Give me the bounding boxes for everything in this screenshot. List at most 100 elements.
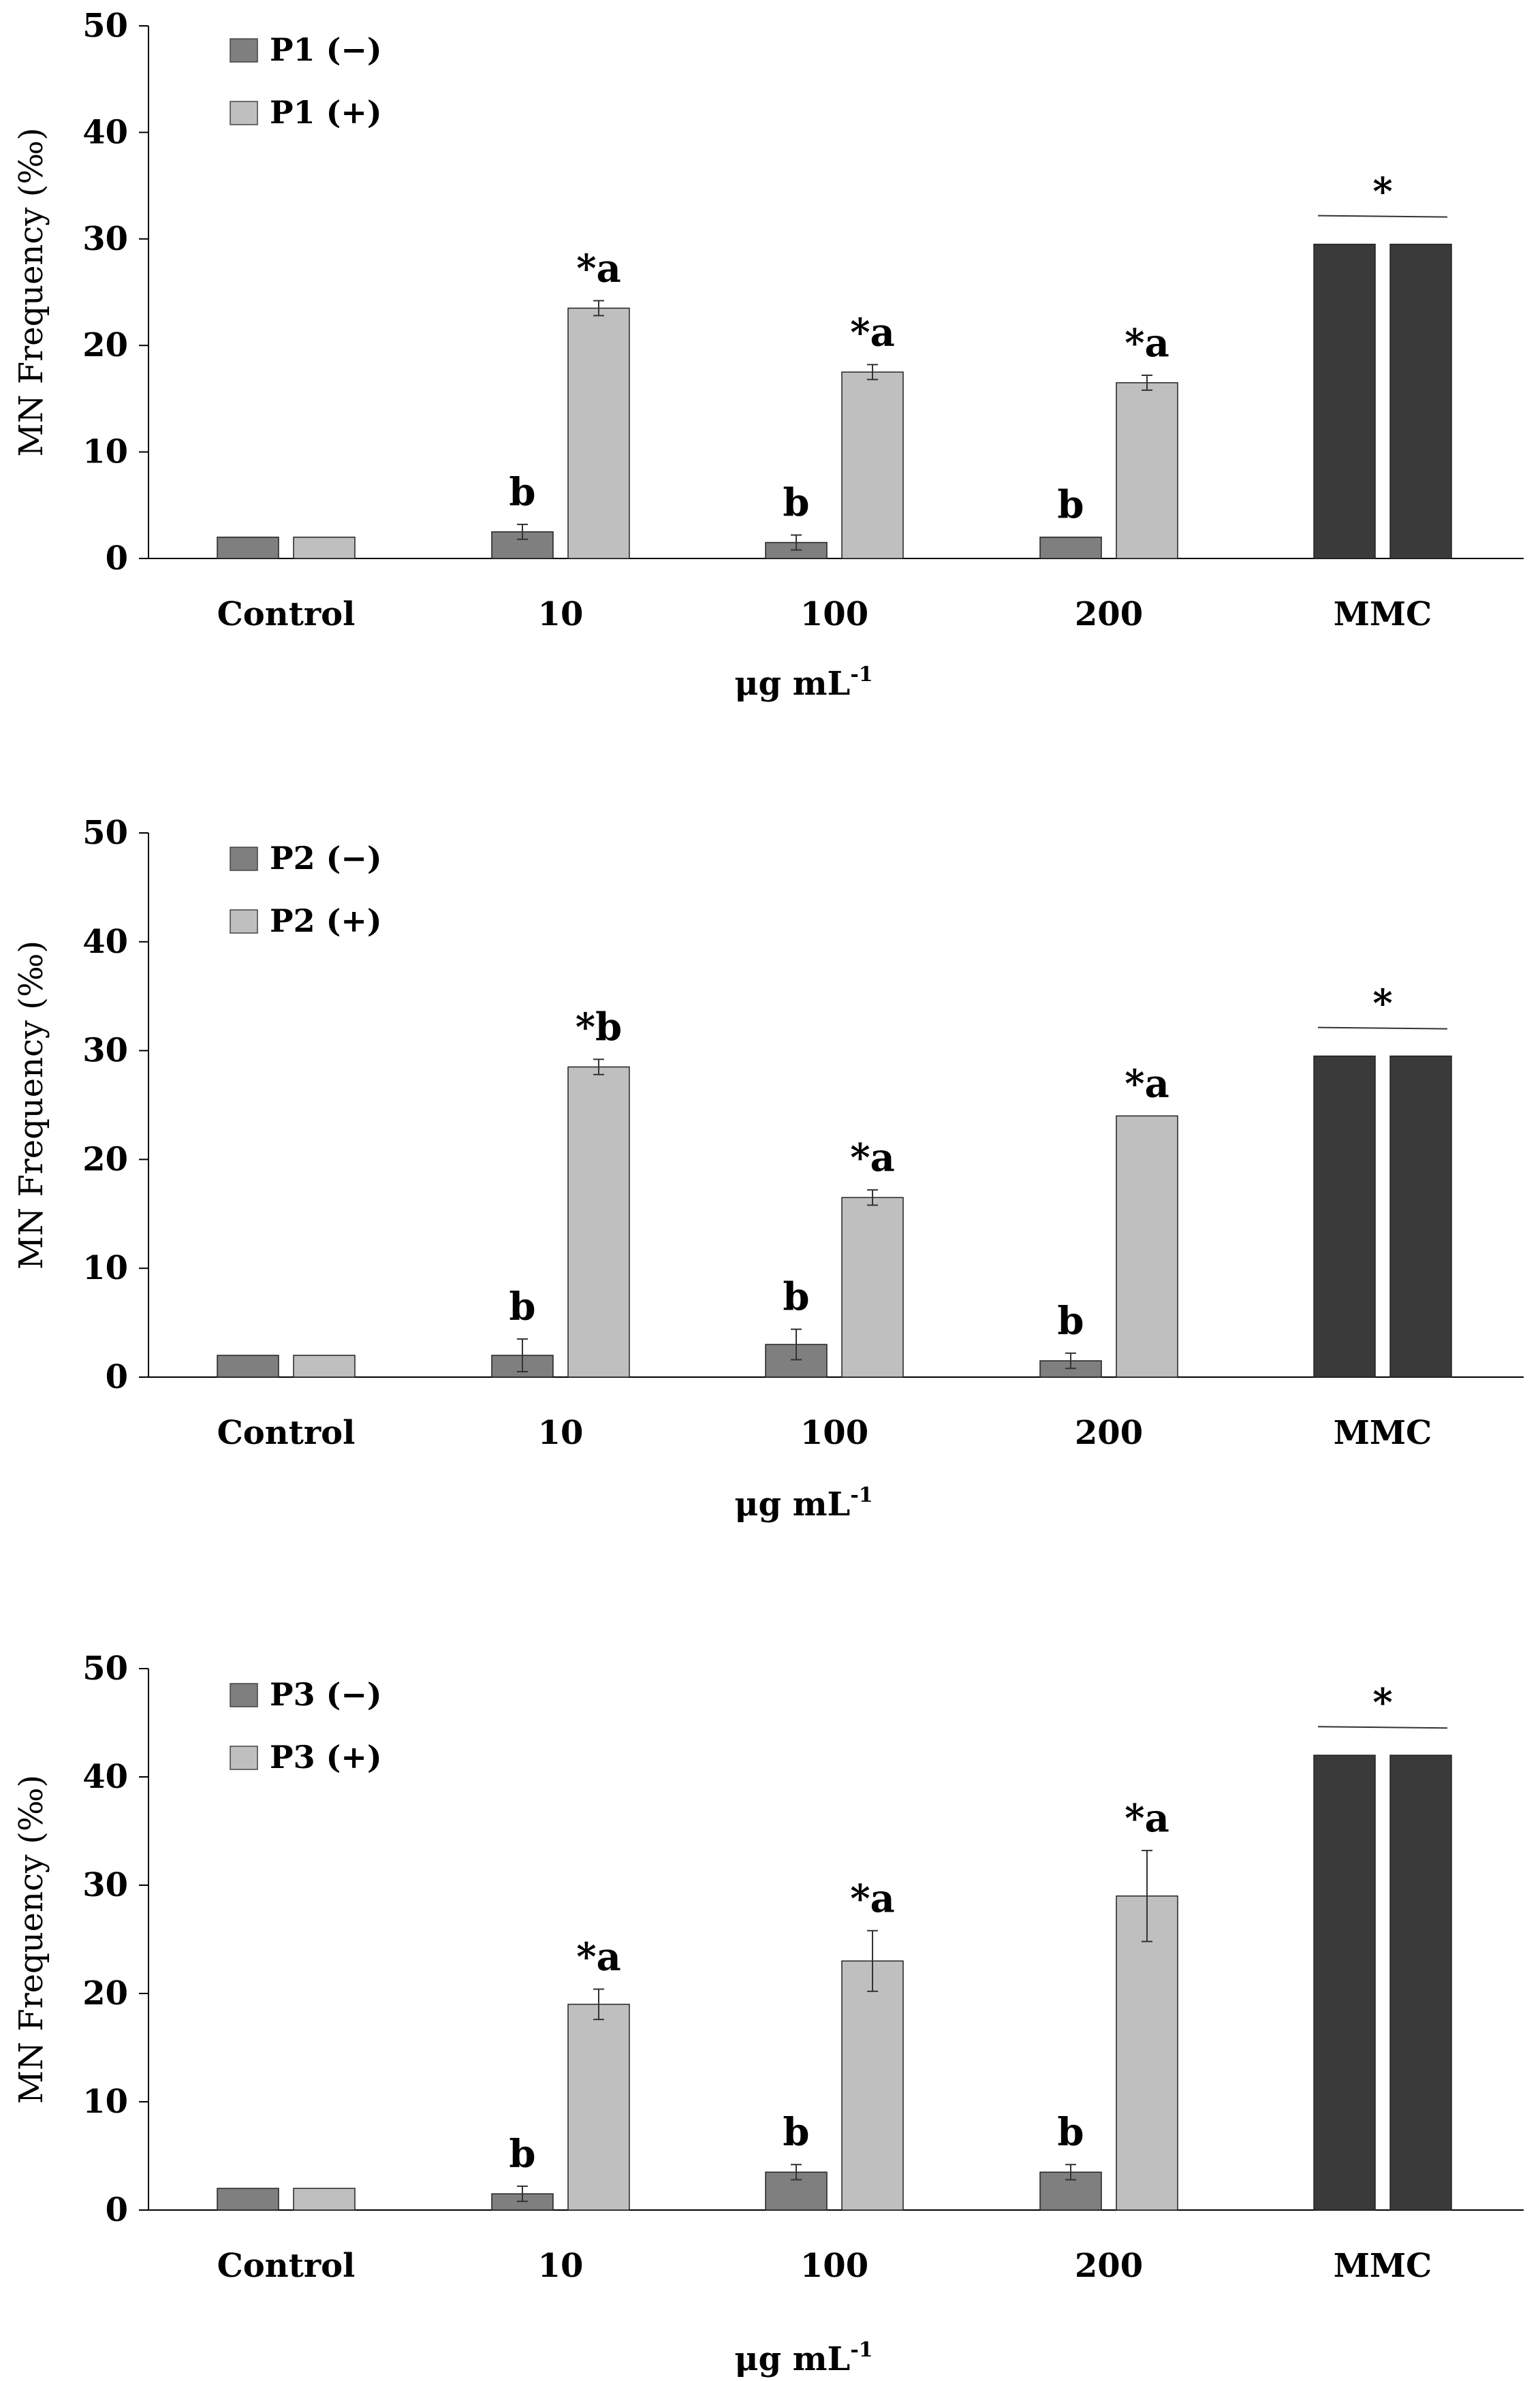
x-tick-label: 10 (538, 595, 584, 633)
annotation-label: *a (850, 1876, 895, 1921)
legend-label: P3 (+) (270, 1739, 382, 1776)
x-axis-label-main: μg mL (734, 665, 850, 703)
annotation-label: b (783, 481, 809, 526)
annotation-label: *a (576, 1935, 621, 1980)
significance-bracket (1317, 1026, 1448, 1030)
legend-label: P3 (−) (270, 1676, 382, 1713)
legend-label: P2 (−) (270, 840, 382, 877)
legend-swatch (230, 1746, 258, 1770)
chart-panel-3: 0 10 20 30 40 50 MN Frequency (‰) Control 10 100 2… (12, 1650, 1524, 2378)
bar (1116, 1895, 1178, 2211)
legend-swatch (230, 909, 258, 934)
x-axis-label-main: μg mL (734, 1485, 850, 1524)
x-tick-label: Control (217, 595, 356, 633)
y-tick-label: 10 (82, 1249, 128, 1287)
x-tick-label: 10 (538, 1414, 584, 1452)
bar (567, 307, 630, 559)
annotation-label: * (1372, 170, 1392, 215)
x-tick-label: 100 (800, 1414, 868, 1452)
y-tick-label: 50 (82, 7, 128, 45)
bar (1116, 382, 1178, 559)
bar (1313, 1055, 1376, 1378)
legend-label: P1 (−) (270, 31, 382, 68)
annotation-label: b (1057, 483, 1084, 528)
bar (217, 536, 279, 559)
annotation-label: b (783, 1275, 809, 1320)
x-tick-label: Control (217, 2247, 356, 2285)
annotation-label: b (1057, 1299, 1084, 1344)
y-tick-label: 20 (82, 1140, 128, 1178)
x-tick-label: 200 (1075, 2247, 1143, 2285)
y-tick-label: 40 (82, 1758, 128, 1796)
annotation-label: *a (850, 1135, 895, 1180)
bar (841, 1197, 904, 1378)
bar (1313, 243, 1376, 559)
annotation-label: b (783, 2110, 809, 2155)
bar (1389, 1754, 1452, 2211)
x-tick-label: Control (217, 1414, 356, 1452)
x-axis-label-superscript: -1 (850, 2338, 873, 2362)
y-tick-label: 30 (82, 220, 128, 258)
x-tick-label: 10 (538, 2247, 584, 2285)
annotation-label: *b (576, 1005, 622, 1050)
annotation-label: * (1372, 981, 1392, 1026)
bar (1039, 536, 1102, 559)
legend-swatch (230, 101, 258, 125)
x-axis-label-superscript: -1 (850, 663, 873, 687)
bar (217, 2188, 279, 2211)
x-tick-label: 200 (1075, 595, 1143, 633)
x-tick-label: 200 (1075, 1414, 1143, 1452)
annotation-label: *a (576, 247, 621, 291)
bar (841, 371, 904, 559)
x-axis-label-main: μg mL (734, 2340, 850, 2378)
annotation-label: *a (1125, 1796, 1169, 1841)
x-tick-label: MMC (1334, 595, 1432, 633)
annotation-label: b (509, 470, 535, 515)
x-tick-label: 100 (800, 595, 868, 633)
x-axis-label: μg mL-1 (734, 663, 873, 703)
significance-bracket (1317, 215, 1448, 218)
y-tick-label: 0 (106, 539, 128, 578)
bar (1313, 1754, 1376, 2211)
y-tick-label: 0 (106, 2191, 128, 2229)
legend-swatch (230, 847, 258, 871)
y-tick-label: 50 (82, 814, 128, 852)
x-tick-label: 100 (800, 2247, 868, 2285)
annotation-label: b (1057, 2110, 1084, 2155)
bar (293, 1355, 356, 1378)
x-tick-label: MMC (1334, 2247, 1432, 2285)
bar (293, 536, 356, 559)
annotation-label: *a (1125, 321, 1169, 366)
legend-swatch (230, 38, 258, 63)
annotation-label: b (509, 2132, 535, 2177)
annotation-label: b (509, 1284, 535, 1329)
legend-label: P1 (+) (270, 94, 382, 131)
y-tick-label: 30 (82, 1866, 128, 1904)
y-tick-label: 20 (82, 326, 128, 364)
y-tick-label: 0 (106, 1358, 128, 1396)
x-axis-label-superscript: -1 (850, 1483, 873, 1507)
y-axis-label: MN Frequency (‰) (12, 941, 50, 1270)
bar (1116, 1115, 1178, 1378)
y-axis-label: MN Frequency (‰) (12, 127, 50, 456)
x-tick-label: MMC (1334, 1414, 1432, 1452)
bar (841, 1960, 904, 2211)
y-tick-label: 40 (82, 923, 128, 961)
y-tick-label: 20 (82, 1974, 128, 2013)
y-tick-label: 30 (82, 1032, 128, 1070)
chart-panel-2: 0 10 20 30 40 50 MN Frequency (‰) Control 10 100 2… (12, 814, 1524, 1524)
y-tick-label: 50 (82, 1650, 128, 1688)
annotation-label: * (1372, 1680, 1392, 1725)
annotation-label: *a (850, 310, 895, 355)
bar (567, 1066, 630, 1378)
bar (567, 2004, 630, 2211)
significance-bracket (1317, 1726, 1448, 1729)
x-axis-label: μg mL-1 (734, 1483, 873, 1524)
legend-label: P2 (+) (270, 902, 382, 939)
bar (1389, 243, 1452, 559)
y-tick-label: 40 (82, 113, 128, 151)
y-tick-label: 10 (82, 2083, 128, 2121)
y-axis-label: MN Frequency (‰) (12, 1775, 50, 2104)
bar (1389, 1055, 1452, 1378)
